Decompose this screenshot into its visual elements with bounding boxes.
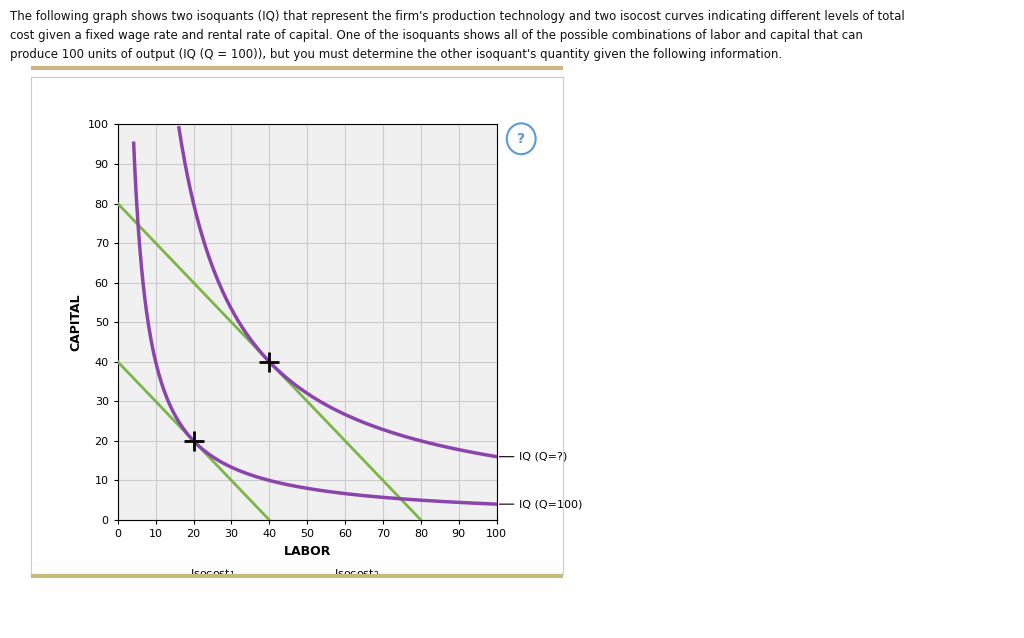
Text: ?: ? [517,132,525,145]
Text: Isocost$_1$: Isocost$_1$ [189,567,236,581]
Text: produce 100 units of output (IQ (Q = 100)), but you must determine the other iso: produce 100 units of output (IQ (Q = 100… [10,48,782,61]
Y-axis label: CAPITAL: CAPITAL [70,293,82,351]
Text: cost given a fixed wage rate and rental rate of capital. One of the isoquants sh: cost given a fixed wage rate and rental … [10,29,863,41]
Text: IQ (Q=?): IQ (Q=?) [500,452,567,462]
Text: IQ (Q=100): IQ (Q=100) [500,499,583,509]
Text: The following graph shows two isoquants (IQ) that represent the firm's productio: The following graph shows two isoquants … [10,10,905,22]
X-axis label: LABOR: LABOR [284,545,331,558]
Text: Isocost$_2$: Isocost$_2$ [334,567,379,581]
